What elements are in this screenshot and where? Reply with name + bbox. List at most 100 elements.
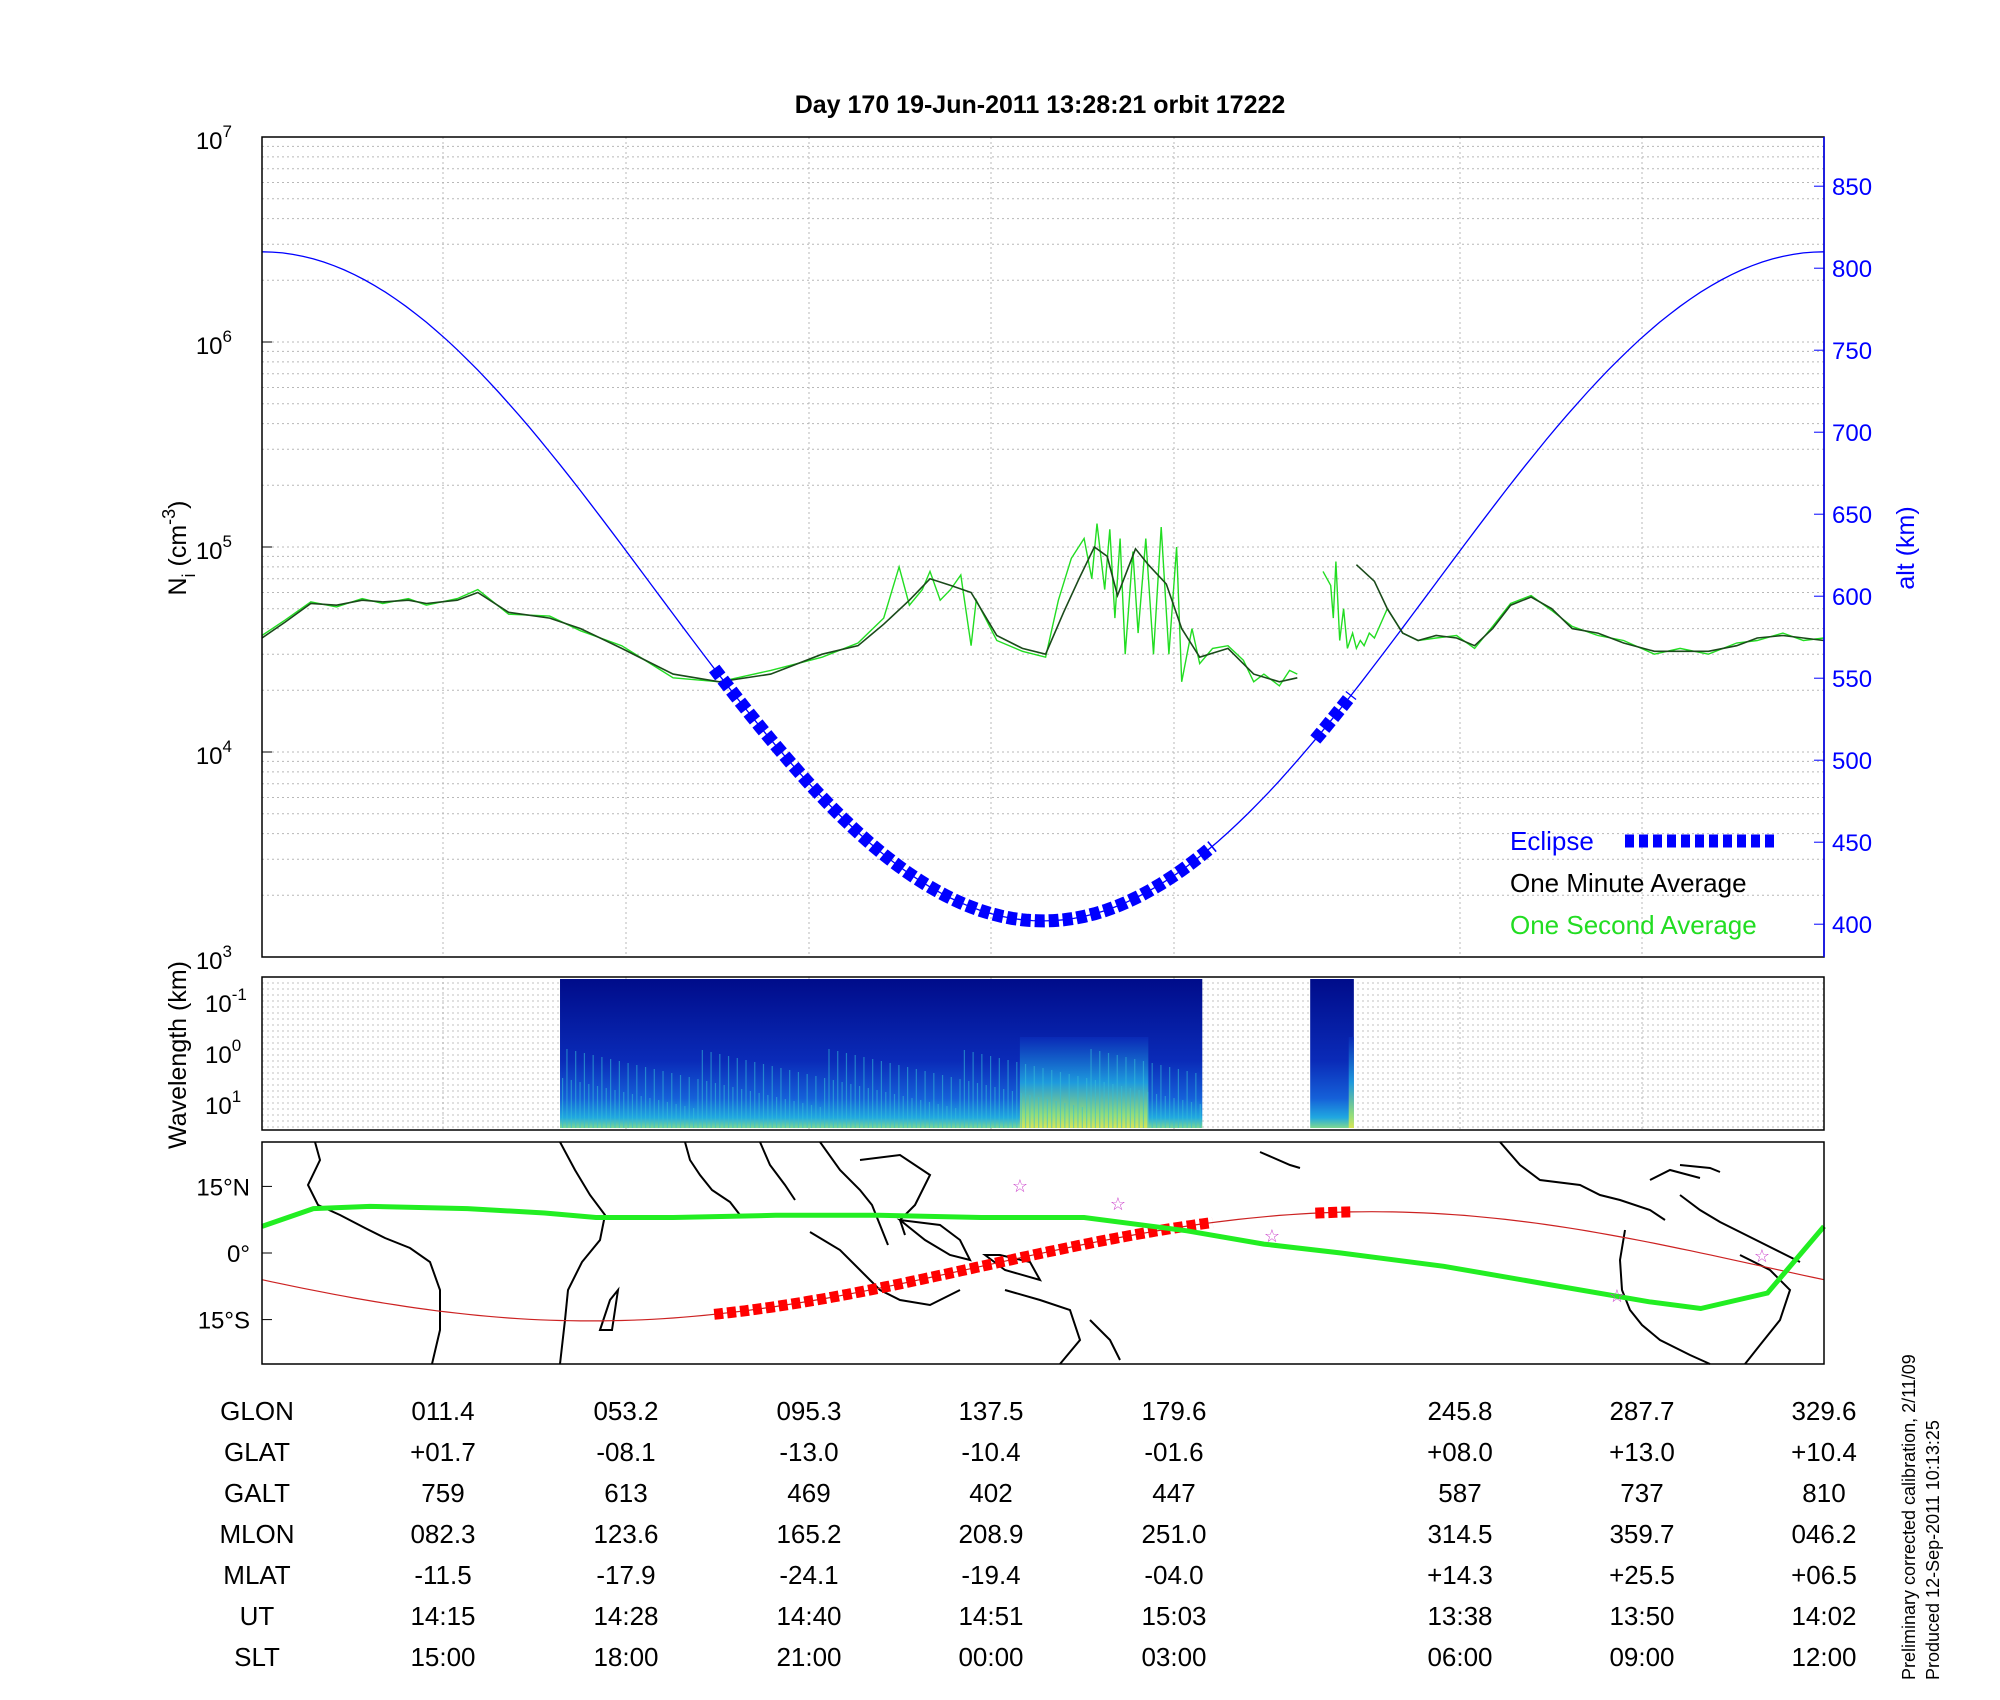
coastline: [1499, 1141, 1666, 1221]
table-cell: -08.1: [596, 1437, 655, 1467]
station-star-marker: ☆: [1012, 1176, 1028, 1196]
panel1-series: [261, 251, 1825, 928]
table-cell: 21:00: [776, 1642, 841, 1672]
table-cell: 165.2: [776, 1519, 841, 1549]
table-cell: +14.3: [1427, 1560, 1493, 1590]
y-tick-label: 105: [196, 532, 232, 565]
panel2-y-ticks: 10-1 100 101: [205, 985, 247, 1120]
footer-calibration: Preliminary corrected calibration, 2/11/…: [1899, 1354, 1919, 1680]
table-cell: 046.2: [1791, 1519, 1856, 1549]
y2-tick-label: 550: [1832, 666, 1872, 693]
table-cell: 18:00: [593, 1642, 658, 1672]
table-cell: 587: [1438, 1478, 1481, 1508]
y2-tick-label: 650: [1832, 502, 1872, 529]
station-star-marker: ☆: [1754, 1246, 1770, 1266]
ground-track-map-panel: ☆ ☆ ☆ ☆ ☆ 15°N 0° 15°S: [196, 1141, 1826, 1365]
table-cell: 13:38: [1427, 1601, 1492, 1631]
table-cell: -13.0: [779, 1437, 838, 1467]
y2-tick-label: 800: [1832, 256, 1872, 283]
table-cell: -11.5: [414, 1560, 471, 1590]
table-cell: 245.8: [1427, 1396, 1492, 1426]
table-cell: 00:00: [958, 1642, 1023, 1672]
eclipse-marker: [1310, 690, 1357, 744]
coastline: [1004, 1289, 1082, 1365]
panel2-y-label: Wavelength (km): [164, 961, 192, 1149]
table-cell: 137.5: [958, 1396, 1023, 1426]
table-cell: 06:00: [1427, 1642, 1492, 1672]
table-cell: -04.0: [1144, 1560, 1203, 1590]
panel3-tracks: ☆ ☆ ☆ ☆ ☆: [261, 1176, 1826, 1322]
panel3-y-ticks: 15°N 0° 15°S: [196, 1174, 272, 1335]
eclipse-track: [713, 1217, 1214, 1320]
table-row-label: GLON: [220, 1396, 294, 1426]
table-cell: 314.5: [1427, 1519, 1492, 1549]
table-cell: 14:40: [776, 1601, 841, 1631]
footer-produced: Produced 12-Sep-2011 10:13:25: [1923, 1420, 1943, 1680]
table-cell: 03:00: [1141, 1642, 1206, 1672]
y-tick-label: 106: [196, 327, 232, 360]
coastline: [759, 1141, 796, 1201]
coastline: [982, 1254, 1043, 1282]
orbit-parameter-table: GLON 011.4 053.2 095.3 137.5 179.6 245.8 287.7 3…: [219, 1396, 1856, 1672]
table-cell: 15:03: [1141, 1601, 1206, 1631]
table-cell: 13:50: [1609, 1601, 1674, 1631]
coastlines: [306, 1141, 1801, 1365]
y2-tick-label: 600: [1832, 584, 1872, 611]
altitude-line: [261, 251, 1825, 922]
table-cell: 287.7: [1609, 1396, 1674, 1426]
table-cell: +10.4: [1791, 1437, 1857, 1467]
spectrogram-panel: 10-1 100 101 Wavelength (km): [164, 961, 1825, 1149]
legend: Eclipse One Minute Average One Second Av…: [1510, 826, 1775, 940]
table-cell: 810: [1802, 1478, 1845, 1508]
y-tick-label: 107: [196, 122, 232, 155]
map-tick-label: 15°N: [196, 1174, 250, 1201]
panel1-y2-label: alt (km): [1892, 506, 1920, 589]
y-tick-label: 104: [196, 737, 232, 770]
coastline: [559, 1141, 607, 1365]
coastline: [1679, 1194, 1801, 1263]
station-star-marker: ☆: [1110, 1194, 1126, 1214]
legend-minute-label: One Minute Average: [1510, 868, 1747, 898]
y2-tick-label: 450: [1832, 830, 1872, 857]
table-cell: 329.6: [1791, 1396, 1856, 1426]
y2-tick-label: 700: [1832, 420, 1872, 447]
magnetic-track: [261, 1203, 1826, 1312]
table-cell: +01.7: [410, 1437, 476, 1467]
table-cell: 14:28: [593, 1601, 658, 1631]
table-cell: 759: [421, 1478, 464, 1508]
table-cell: -01.6: [1144, 1437, 1203, 1467]
table-cell: -19.4: [961, 1560, 1020, 1590]
legend-second-label: One Second Average: [1510, 910, 1757, 940]
coastline: [1259, 1151, 1301, 1169]
wavelength-tick-label: 10-1: [205, 985, 247, 1018]
table-cell: 359.7: [1609, 1519, 1674, 1549]
coastline: [1739, 1254, 1792, 1365]
one-minute-line: [1355, 564, 1825, 653]
panel1-y-ticks: 103 104 105 106 107: [196, 122, 272, 975]
table-cell: 095.3: [776, 1396, 841, 1426]
wavelength-tick-label: 101: [205, 1087, 241, 1120]
eclipse-track: [1315, 1206, 1352, 1219]
station-star-marker: ☆: [1609, 1286, 1625, 1306]
table-cell: 447: [1152, 1478, 1195, 1508]
table-row-label: MLON: [219, 1519, 294, 1549]
panel2-spectrogram: [560, 979, 1354, 1128]
table-cell: 469: [787, 1478, 830, 1508]
table-cell: 09:00: [1609, 1642, 1674, 1672]
spectrogram-hot-band: [1019, 1037, 1149, 1128]
table-cell: 123.6: [593, 1519, 658, 1549]
one-second-line: [261, 523, 1298, 687]
table-cell: +25.5: [1609, 1560, 1675, 1590]
table-cell: 011.4: [411, 1396, 474, 1426]
y2-tick-label: 750: [1832, 338, 1872, 365]
table-cell: 251.0: [1141, 1519, 1206, 1549]
wavelength-tick-label: 100: [205, 1036, 241, 1069]
table-row-label: MLAT: [223, 1560, 291, 1590]
table-row-label: SLT: [234, 1642, 280, 1672]
coastline: [1089, 1319, 1121, 1361]
coastline: [896, 1218, 972, 1262]
coastline: [1679, 1164, 1721, 1173]
map-tick-label: 0°: [227, 1241, 250, 1268]
table-cell: 613: [604, 1478, 647, 1508]
